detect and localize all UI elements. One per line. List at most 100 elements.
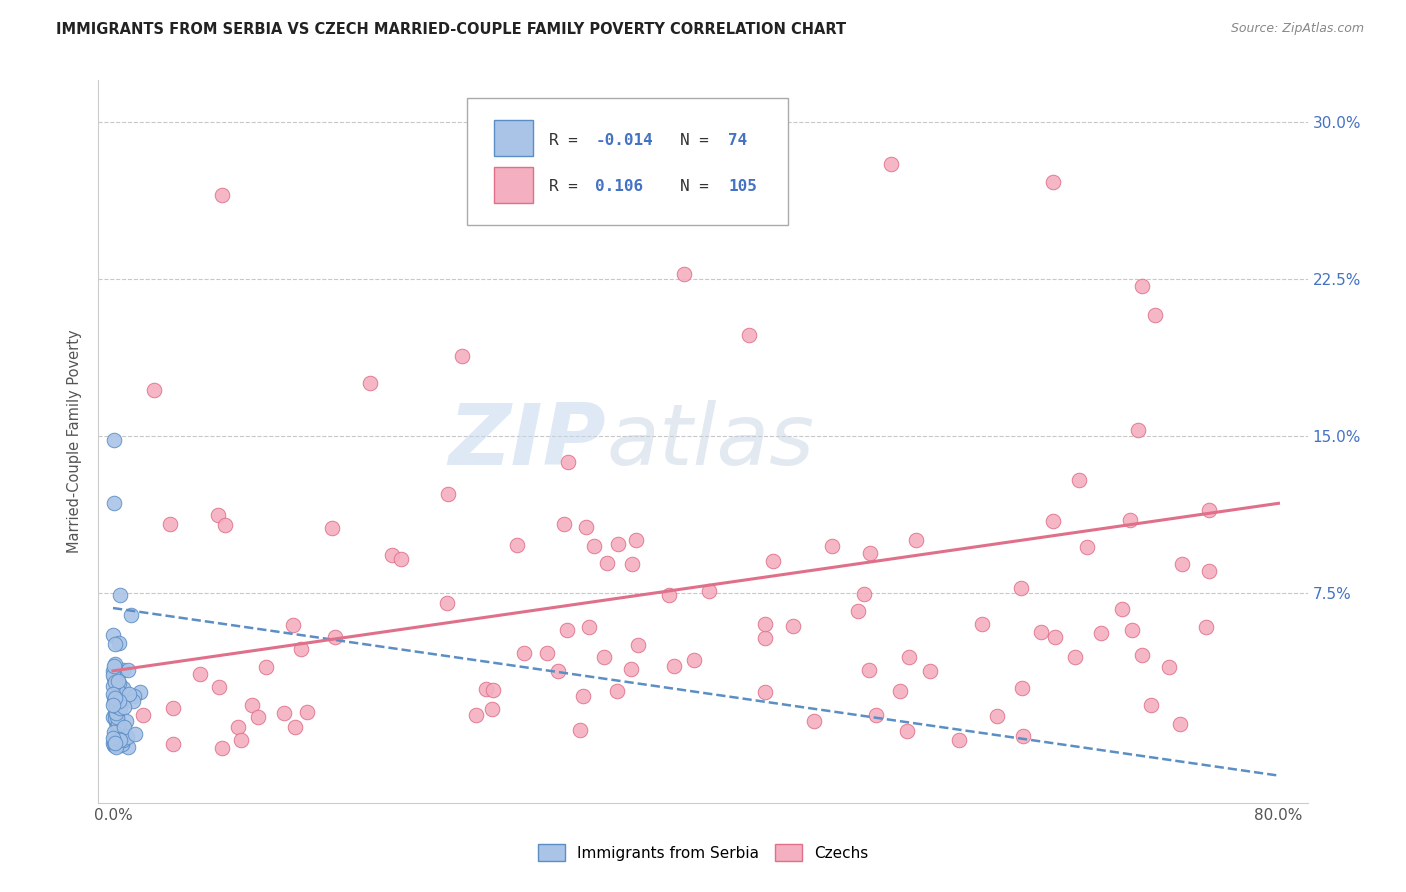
Point xyxy=(697,583,720,598)
Point xyxy=(283,618,305,632)
Point xyxy=(1143,308,1166,322)
Point xyxy=(1111,602,1133,616)
Point xyxy=(1130,648,1153,663)
Point xyxy=(104,707,127,722)
Point xyxy=(970,617,993,632)
FancyBboxPatch shape xyxy=(467,98,787,225)
Point xyxy=(105,731,128,745)
Point xyxy=(553,517,575,532)
Point xyxy=(897,650,920,665)
Point xyxy=(111,736,134,750)
Point xyxy=(572,690,595,704)
Point xyxy=(103,688,125,702)
Point xyxy=(437,487,460,501)
Text: 74: 74 xyxy=(728,133,748,148)
Point xyxy=(124,727,146,741)
Point xyxy=(568,723,591,737)
Point xyxy=(754,631,776,645)
Text: R =: R = xyxy=(550,179,588,194)
Point xyxy=(105,699,128,714)
Point xyxy=(104,714,127,729)
Point xyxy=(211,188,233,202)
Point xyxy=(1121,623,1143,637)
Point xyxy=(101,731,124,746)
Text: N =: N = xyxy=(681,133,718,148)
Point xyxy=(389,552,412,566)
Point xyxy=(162,737,184,751)
Point xyxy=(1076,540,1098,554)
Point xyxy=(110,732,132,747)
Point xyxy=(101,667,124,681)
Point xyxy=(107,717,129,731)
Point xyxy=(754,685,776,699)
Point xyxy=(481,702,503,716)
Point xyxy=(754,617,776,632)
Text: -0.014: -0.014 xyxy=(595,133,654,148)
Point xyxy=(1195,619,1218,633)
Point xyxy=(105,699,128,714)
FancyBboxPatch shape xyxy=(494,167,533,203)
Point xyxy=(582,539,605,553)
Point xyxy=(1171,557,1194,571)
Point xyxy=(111,727,134,741)
Point xyxy=(103,730,125,744)
Point xyxy=(103,734,125,748)
Point xyxy=(104,657,127,671)
Point xyxy=(1042,514,1064,528)
Legend: Immigrants from Serbia, Czechs: Immigrants from Serbia, Czechs xyxy=(531,838,875,867)
Point xyxy=(1045,630,1067,644)
Point xyxy=(122,690,145,704)
Point xyxy=(159,516,181,531)
Point xyxy=(620,662,643,676)
Point xyxy=(506,537,529,551)
Point xyxy=(104,637,127,651)
Point xyxy=(117,663,139,677)
Text: 105: 105 xyxy=(728,179,758,194)
Point xyxy=(107,731,129,746)
Point xyxy=(607,537,630,551)
Text: atlas: atlas xyxy=(606,400,814,483)
Point xyxy=(762,554,785,568)
Point xyxy=(118,688,141,702)
Point xyxy=(323,630,346,644)
Point xyxy=(101,628,124,642)
Point xyxy=(101,664,124,678)
Point xyxy=(1010,581,1032,595)
Point xyxy=(859,546,882,560)
Point xyxy=(104,706,127,720)
Point xyxy=(475,681,498,696)
Point xyxy=(112,720,135,734)
Text: R =: R = xyxy=(550,133,588,148)
Point xyxy=(103,658,125,673)
Point xyxy=(1090,625,1112,640)
Point xyxy=(103,736,125,750)
Point xyxy=(117,731,139,745)
Point xyxy=(1064,650,1087,665)
Point xyxy=(896,723,918,738)
Point xyxy=(359,376,381,391)
FancyBboxPatch shape xyxy=(494,120,533,156)
Point xyxy=(254,659,277,673)
Point xyxy=(207,508,229,522)
Point xyxy=(821,539,844,553)
Point xyxy=(107,714,129,729)
Point xyxy=(578,620,600,634)
Point xyxy=(658,588,681,602)
Point xyxy=(103,679,125,693)
Point xyxy=(122,693,145,707)
Text: N =: N = xyxy=(681,179,718,194)
Point xyxy=(105,710,128,724)
Point xyxy=(986,709,1008,723)
Point xyxy=(1130,278,1153,293)
Point xyxy=(683,653,706,667)
Point xyxy=(465,708,488,723)
Point xyxy=(1140,698,1163,712)
Point xyxy=(115,714,138,728)
Point xyxy=(103,739,125,753)
Point xyxy=(228,720,250,734)
Point xyxy=(111,723,134,738)
Point xyxy=(557,455,579,469)
Point xyxy=(451,350,474,364)
Point xyxy=(1198,564,1220,578)
Point xyxy=(103,710,125,724)
